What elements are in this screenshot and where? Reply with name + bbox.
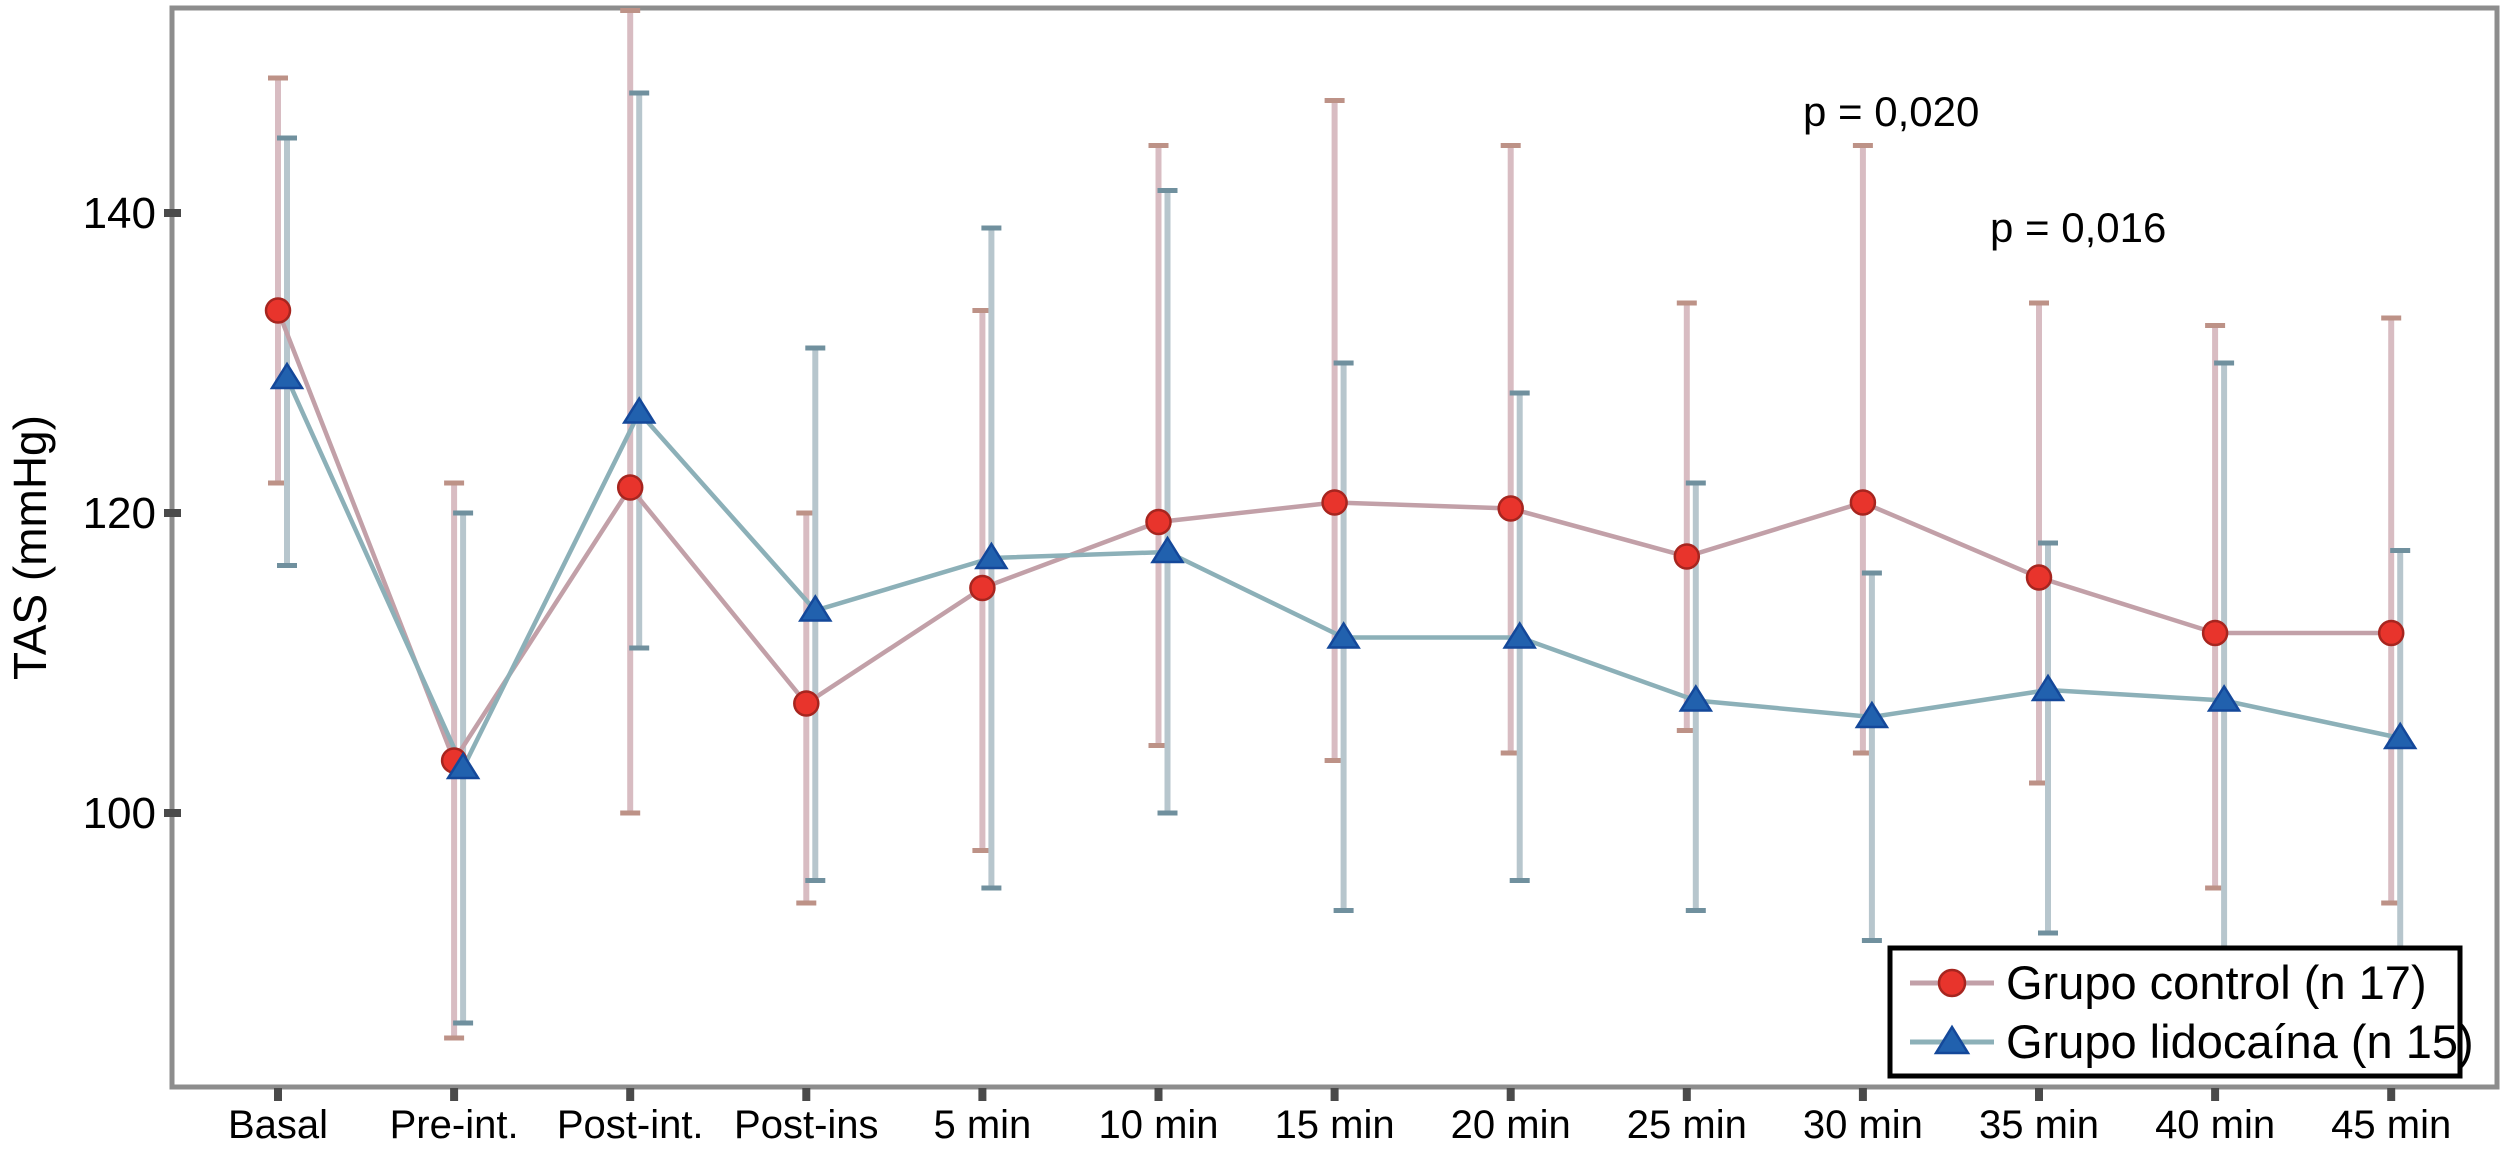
x-tick-label: 15 min bbox=[1275, 1103, 1395, 1147]
control-point-marker bbox=[1145, 508, 1172, 536]
lidocaina-point-marker bbox=[2030, 673, 2066, 702]
lidocaina-point-marker bbox=[1678, 684, 1714, 712]
y-tick-label: 100 bbox=[83, 789, 156, 838]
x-tick-label: 5 min bbox=[933, 1103, 1031, 1147]
x-tick-label: 30 min bbox=[1803, 1103, 1923, 1147]
lidocaina-point-marker bbox=[1854, 700, 1890, 729]
control-point-marker bbox=[2377, 619, 2405, 647]
lidocaina-point-marker bbox=[1502, 621, 1537, 649]
x-tick-label: 20 min bbox=[1451, 1103, 1571, 1147]
control-point-marker bbox=[2025, 564, 2053, 591]
legend: Grupo control (n 17) Grupo lidocaína (n 1… bbox=[1887, 945, 2474, 1079]
lidocaina-point-marker bbox=[269, 361, 305, 390]
x-tick-label: 35 min bbox=[1979, 1103, 2099, 1147]
lidocaina-point-marker bbox=[974, 541, 1009, 570]
y-tick-label: 120 bbox=[83, 489, 156, 538]
control-point-marker bbox=[616, 474, 644, 501]
x-tick-label: 40 min bbox=[2155, 1103, 2275, 1147]
x-tick-label: Post-int. bbox=[557, 1103, 704, 1147]
p-value-annotation: p = 0,020 bbox=[1803, 88, 1979, 135]
p-value-annotation: p = 0,016 bbox=[1990, 204, 2166, 251]
x-tick-label: Basal bbox=[228, 1103, 328, 1147]
x-tick-label: 25 min bbox=[1627, 1103, 1747, 1147]
control-point-marker bbox=[1321, 489, 1348, 516]
legend-box bbox=[1887, 945, 2463, 1079]
lidocaina-point-marker bbox=[2206, 684, 2242, 712]
control-point-marker bbox=[264, 297, 292, 324]
lidocaina-point-marker bbox=[445, 751, 481, 780]
control-point-marker bbox=[2201, 619, 2229, 647]
lidocaina-point-marker bbox=[1150, 535, 1185, 564]
y-tick-label: 140 bbox=[83, 189, 156, 238]
control-point-marker bbox=[793, 690, 820, 717]
control-point-marker bbox=[969, 574, 996, 602]
legend-label: Grupo lidocaína (n 15) bbox=[2006, 1015, 2474, 1068]
error-bars-control bbox=[268, 8, 2402, 1041]
legend-triangle-marker-icon bbox=[1933, 1024, 1971, 1055]
plot-border bbox=[169, 5, 2500, 1090]
lidocaina-point-marker bbox=[2382, 721, 2418, 750]
x-tick-label: 45 min bbox=[2331, 1103, 2451, 1147]
x-tick-label: Pre-int. bbox=[390, 1103, 519, 1147]
lidocaina-point-marker bbox=[798, 594, 833, 622]
legend-circle-marker-icon bbox=[1937, 968, 1967, 998]
x-tick-label: 10 min bbox=[1098, 1103, 1218, 1147]
markers-lidocaina bbox=[269, 361, 2418, 780]
control-point-marker bbox=[1673, 543, 1701, 570]
x-tick-label: Post-ins bbox=[734, 1103, 879, 1147]
y-axis-title: TAS (mmHg) bbox=[4, 415, 56, 680]
legend-label: Grupo control (n 17) bbox=[2006, 956, 2427, 1009]
y-axis: 140 120 100 bbox=[83, 189, 181, 838]
control-point-marker bbox=[1497, 495, 1524, 522]
x-axis: Basal Pre-int. Post-int. Post-ins 5 min 10 mi… bbox=[228, 1088, 2451, 1147]
lidocaina-point-marker bbox=[1326, 621, 1361, 649]
control-point-marker bbox=[1849, 489, 1877, 516]
lidocaina-point-marker bbox=[621, 396, 657, 424]
